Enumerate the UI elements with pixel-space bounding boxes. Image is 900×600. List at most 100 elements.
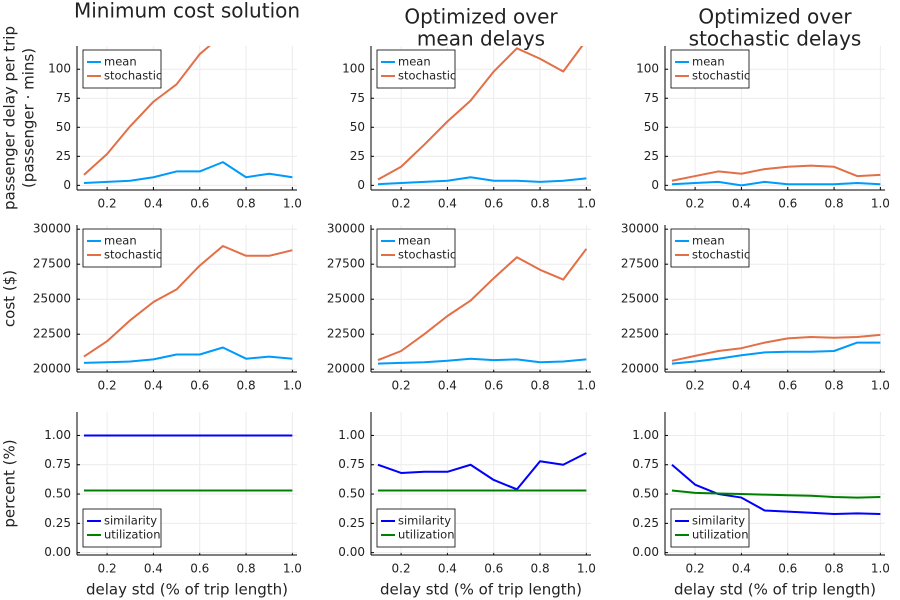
y-tick-label: 75 [644,91,659,105]
x-tick-label: 0.4 [732,379,751,393]
legend-label: similarity [398,514,451,528]
y-tick-label: 0 [357,178,365,192]
series-line [377,46,584,181]
y-axis-label: (passenger · mins) [20,48,38,188]
legend-label: stochastic [398,248,456,262]
y-tick-label: 50 [350,120,365,134]
y-tick-label: 75 [350,91,365,105]
y-tick-label: 25 [56,149,71,163]
plot-area [377,46,587,186]
plot-area [83,434,293,492]
x-tick-label: 0.8 [825,197,844,211]
y-tick-label: 30000 [621,222,659,236]
x-tick-label: 0.8 [531,379,550,393]
legend-label: utilization [104,528,161,542]
series-line [671,341,881,365]
y-tick-label: 1.00 [632,428,659,442]
x-tick-label: 0.4 [144,197,163,211]
plot-area [83,245,293,364]
legend-label: stochastic [692,248,750,262]
x-tick-label: 0.2 [98,379,117,393]
series-line [377,176,587,186]
y-tick-label: 50 [644,120,659,134]
panel-title: Optimized over [404,5,558,29]
y-tick-label: 0.50 [44,487,71,501]
panel-title: Optimized over [698,5,852,29]
legend-box [376,508,456,548]
y-tick-label: 0.50 [338,487,365,501]
plot-area [671,463,881,515]
y-tick-label: 20000 [327,362,365,376]
legend-label: mean [398,234,431,248]
series-line [671,164,881,182]
y-tick-label: 25 [644,149,659,163]
series-line [83,161,293,185]
series-line [377,357,587,365]
legend-label: stochastic [692,69,750,83]
y-tick-label: 1.00 [338,428,365,442]
legend-box [376,49,456,89]
x-tick-label: 0.4 [144,379,163,393]
legend-label: mean [692,55,725,69]
x-tick-label: 1.0 [283,197,302,211]
x-tick-label: 1.0 [577,379,596,393]
legend-box [82,508,162,548]
panel-title: Minimum cost solution [74,0,300,23]
panel-title: mean delays [417,27,545,51]
x-tick-label: 1.0 [871,562,890,576]
y-tick-label: 22500 [327,327,365,341]
series-line [377,248,588,362]
x-tick-label: 0.8 [237,379,256,393]
x-tick-label: 1.0 [283,379,302,393]
x-tick-label: 0.8 [237,562,256,576]
y-tick-label: 30000 [327,222,365,236]
x-tick-label: 0.4 [438,197,457,211]
x-tick-label: 0.2 [392,197,411,211]
series-line [377,452,587,491]
y-tick-label: 20000 [33,362,71,376]
x-tick-label: 0.6 [484,562,503,576]
y-tick-label: 0.50 [632,487,659,501]
legend-label: stochastic [104,248,162,262]
y-tick-label: 50 [56,120,71,134]
x-tick-label: 0.6 [190,562,209,576]
y-tick-label: 0.00 [44,545,71,559]
legend-box [376,228,456,268]
x-axis-label: delay std (% of trip length) [380,581,582,599]
panel-title: stochastic delays [689,27,862,51]
x-tick-label: 1.0 [871,379,890,393]
x-tick-label: 0.6 [190,197,209,211]
x-tick-label: 0.4 [732,197,751,211]
y-tick-label: 25000 [33,292,71,306]
x-tick-label: 0.8 [531,562,550,576]
x-tick-label: 0.8 [531,197,550,211]
x-tick-label: 0.8 [825,379,844,393]
series-line [83,245,293,358]
x-axis-label: delay std (% of trip length) [86,581,288,599]
x-tick-label: 0.4 [438,562,457,576]
x-tick-label: 0.2 [392,562,411,576]
y-tick-label: 22500 [621,327,659,341]
x-tick-label: 0.2 [392,379,411,393]
x-tick-label: 1.0 [577,562,596,576]
y-tick-label: 0.75 [44,457,71,471]
x-tick-label: 0.6 [190,379,209,393]
y-tick-label: 100 [342,62,365,76]
plot-area [377,248,588,365]
y-tick-label: 27500 [33,257,71,271]
series-line [671,463,881,515]
y-tick-label: 0.75 [338,457,365,471]
legend-box [670,228,750,268]
legend-box [670,49,750,89]
plot-area [671,333,881,365]
legend-label: utilization [692,528,749,542]
y-tick-label: 100 [48,62,71,76]
legend-label: stochastic [104,69,162,83]
x-tick-label: 0.4 [732,562,751,576]
y-tick-label: 20000 [621,362,659,376]
y-tick-label: 25000 [327,292,365,306]
legend-box [670,508,750,548]
y-tick-label: 0.75 [632,457,659,471]
legend-label: mean [104,55,137,69]
x-tick-label: 0.6 [484,197,503,211]
